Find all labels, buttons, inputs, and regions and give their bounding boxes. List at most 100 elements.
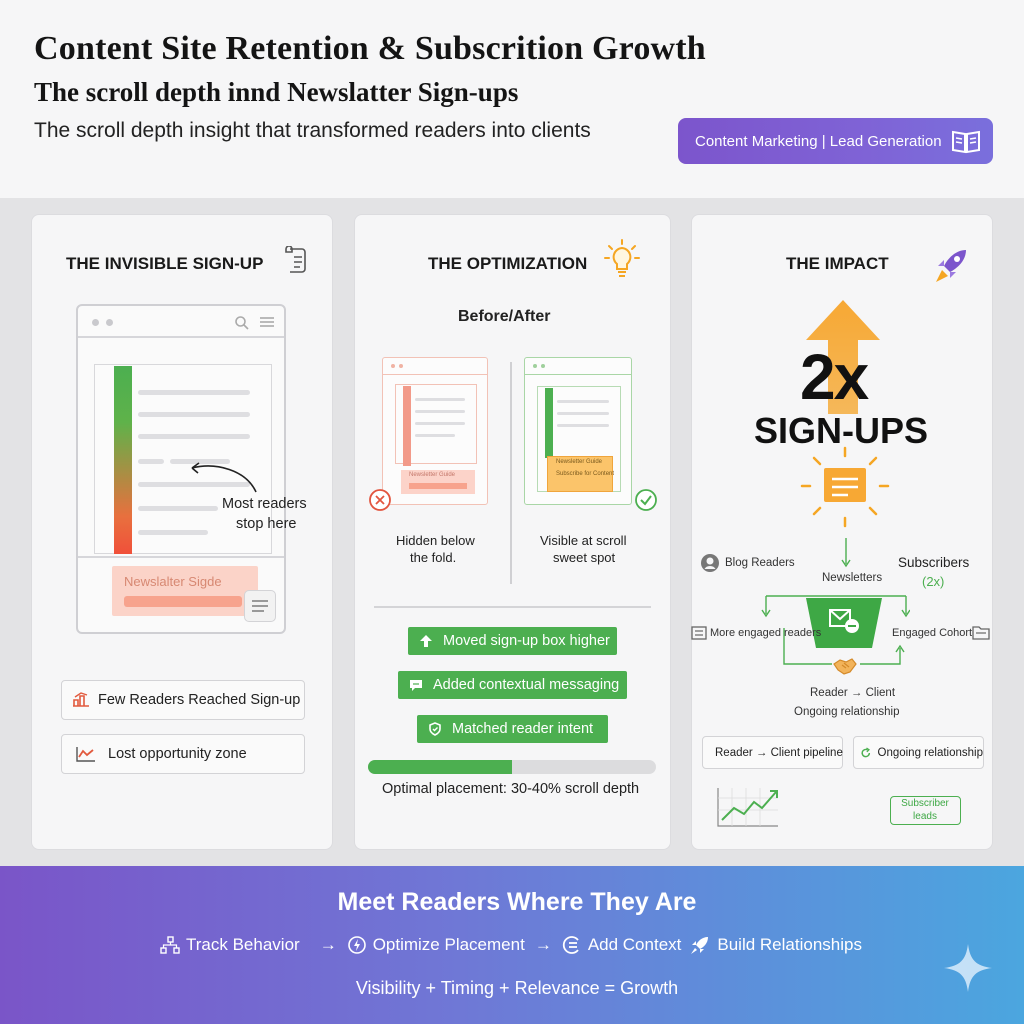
subscriber-funnel-icon <box>806 598 882 648</box>
impact-big-number: 2x <box>800 341 869 413</box>
page-title: Content Site Retention & Subscrition Gro… <box>34 30 706 67</box>
page-tagline: The scroll depth insight that transforme… <box>34 119 591 142</box>
signup-field <box>124 596 242 607</box>
few-readers-tag: Few Readers Reached Sign-up <box>61 680 305 720</box>
annotation-text: Most readers <box>222 496 307 512</box>
search-icon <box>235 316 249 330</box>
window-dot <box>92 319 99 326</box>
signup-form-icon <box>244 590 276 622</box>
book-icon <box>952 130 980 154</box>
document-icon <box>285 246 306 273</box>
check-circle-icon <box>635 489 657 511</box>
relationship-label: Ongoing relationship <box>877 746 984 759</box>
before-after-divider <box>510 362 512 584</box>
lightbulb-icon <box>604 239 640 277</box>
step-build-relationships: Build Relationships <box>717 935 862 954</box>
browser-toolbar <box>78 306 284 338</box>
optimization-card <box>354 214 671 850</box>
category-badge: Content Marketing | Lead Generation <box>678 118 993 164</box>
after-caption: sweet spot <box>553 550 616 565</box>
step-arrow: → <box>319 935 337 954</box>
text-line <box>138 390 250 395</box>
lost-opportunity-label: Lost opportunity zone <box>108 746 247 762</box>
newsletter-signup-label: Newslalter Sigde <box>124 574 222 589</box>
relationship-pill: Ongoing relationship <box>853 736 984 769</box>
subscriber-leads-label: leads <box>913 811 937 822</box>
footer-title: Meet Readers Where They Are <box>337 888 697 916</box>
flow-connectors <box>761 538 910 665</box>
header: Content Site Retention & Subscrition Gro… <box>0 0 1024 198</box>
after-mockup: Newsletter Guide Subscribe for Content <box>524 357 632 505</box>
step-optimize-placement: Optimize Placement <box>372 935 525 954</box>
footer-steps: Track Behavior → Optimize Placement → Ad… <box>160 934 862 956</box>
before-caption: the fold. <box>410 550 457 565</box>
blog-readers-label: Blog Readers <box>725 557 795 569</box>
newsletter-signup-box: Newslalter Sigde <box>112 566 258 616</box>
step-arrow: → <box>534 935 552 954</box>
flow-icon <box>160 936 180 954</box>
after-signup-label: Newsletter Guide <box>556 459 603 465</box>
rocket-icon <box>936 250 966 282</box>
bar-chart-icon <box>73 692 89 707</box>
impact-title: THE IMPACT <box>786 254 889 273</box>
folder-icon <box>972 626 990 640</box>
impact-big-label: SIGN-UPS <box>754 410 929 451</box>
action-label: Matched reader intent <box>452 721 594 737</box>
category-badge-label: Content Marketing | Lead Generation <box>695 132 942 150</box>
subscribers-multiplier: (2x) <box>922 574 945 589</box>
few-readers-label: Few Readers Reached Sign-up <box>98 692 301 708</box>
user-icon <box>701 554 719 572</box>
window-dot <box>106 319 113 326</box>
browser-mockup: Newslalter Sigde <box>76 304 286 634</box>
text-line <box>138 412 250 417</box>
subscribers-label: Subscribers <box>898 555 970 570</box>
fold-divider <box>78 556 284 558</box>
step-add-context: Add Context <box>587 935 682 954</box>
before-caption: Hidden below <box>396 533 475 548</box>
refresh-icon <box>861 746 871 757</box>
arrow-up-big-icon <box>806 300 880 414</box>
handshake-icon <box>833 658 857 675</box>
target-icon <box>429 722 441 736</box>
pipeline-label: Reader → Client pipeline <box>715 746 843 759</box>
chat-icon <box>410 680 422 691</box>
x-circle-icon <box>369 489 391 511</box>
sparkle-icon <box>944 944 992 992</box>
newsletters-label: Newsletters <box>822 572 883 584</box>
arrow-up-icon <box>420 635 432 647</box>
after-scroll-bar <box>545 388 553 458</box>
before-mockup: Newsletter Guide <box>382 357 488 505</box>
annotation-text: stop here <box>236 516 297 532</box>
newsletter-email-icon <box>800 446 890 528</box>
before-scroll-bar <box>403 386 411 466</box>
before-signup-box: Newsletter Guide <box>401 470 475 494</box>
lightning-circle-icon <box>347 936 366 954</box>
scroll-depth-progress-fill <box>368 760 512 774</box>
growth-chart-icon <box>717 788 778 827</box>
invisible-signup-title: THE INVISIBLE SIGN-UP <box>66 254 264 273</box>
before-after-label: Before/After <box>458 308 551 325</box>
ongoing-relationship-label: Ongoing relationship <box>794 706 900 718</box>
page-subtitle: The scroll depth innd Newslatter Sign-up… <box>34 77 519 107</box>
footer-banner: Meet Readers Where They Are Track Behavi… <box>0 866 1024 1024</box>
text-line <box>138 482 250 487</box>
action-moved-signup: Moved sign-up box higher <box>408 627 617 655</box>
after-caption: Visible at scroll <box>540 533 627 548</box>
context-icon <box>562 936 579 954</box>
action-label: Added contextual messaging <box>433 677 620 693</box>
engaged-cohort-label: Engaged Cohort <box>892 627 973 639</box>
reader-client-label: Reader → Client <box>810 687 896 699</box>
subscriber-leads-tag: Subscriber leads <box>890 796 961 825</box>
rocket-small-icon <box>691 937 709 954</box>
text-line <box>138 459 164 464</box>
menu-icon <box>260 317 274 327</box>
before-signup-label: Newsletter Guide <box>409 472 456 478</box>
text-line <box>138 530 208 535</box>
action-contextual-messaging: Added contextual messaging <box>398 671 627 699</box>
pipeline-pill: $ Reader → Client pipeline <box>702 736 843 769</box>
section-divider <box>374 606 651 608</box>
footer-equation: Visibility + Timing + Relevance = Growth <box>355 978 679 998</box>
action-matched-intent: Matched reader intent <box>417 715 608 743</box>
scroll-depth-bar <box>114 366 132 554</box>
step-track-behavior: Track Behavior <box>186 935 300 954</box>
